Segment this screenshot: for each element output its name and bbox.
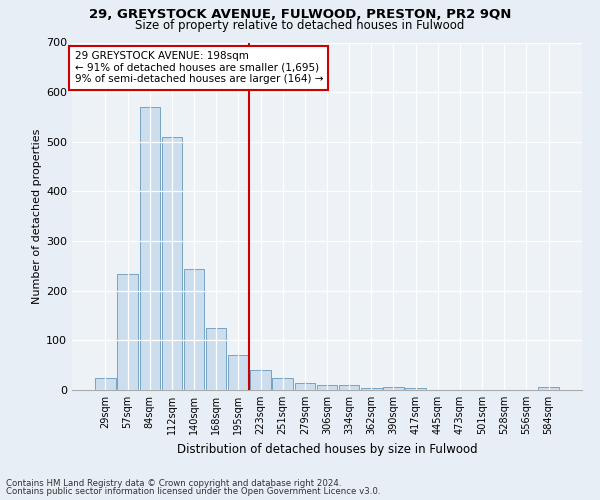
Bar <box>295 383 315 390</box>
Bar <box>184 270 204 390</box>
Bar <box>161 137 182 390</box>
Text: 29 GREYSTOCK AVENUE: 198sqm
← 91% of detached houses are smaller (1,695)
9% of s: 29 GREYSTOCK AVENUE: 198sqm ← 91% of det… <box>74 51 323 84</box>
Bar <box>250 370 271 390</box>
Bar <box>228 355 248 390</box>
Bar <box>272 378 293 390</box>
Y-axis label: Number of detached properties: Number of detached properties <box>32 128 42 304</box>
Text: Contains HM Land Registry data © Crown copyright and database right 2024.: Contains HM Land Registry data © Crown c… <box>6 478 341 488</box>
Bar <box>361 388 382 390</box>
Text: 29, GREYSTOCK AVENUE, FULWOOD, PRESTON, PR2 9QN: 29, GREYSTOCK AVENUE, FULWOOD, PRESTON, … <box>89 8 511 20</box>
Bar <box>406 388 426 390</box>
Bar <box>118 274 138 390</box>
Text: Size of property relative to detached houses in Fulwood: Size of property relative to detached ho… <box>136 19 464 32</box>
Bar <box>95 378 116 390</box>
Bar <box>538 386 559 390</box>
Bar <box>339 384 359 390</box>
Bar <box>317 385 337 390</box>
Text: Contains public sector information licensed under the Open Government Licence v3: Contains public sector information licen… <box>6 487 380 496</box>
Bar <box>383 387 404 390</box>
Bar <box>206 328 226 390</box>
X-axis label: Distribution of detached houses by size in Fulwood: Distribution of detached houses by size … <box>176 442 478 456</box>
Bar <box>140 107 160 390</box>
